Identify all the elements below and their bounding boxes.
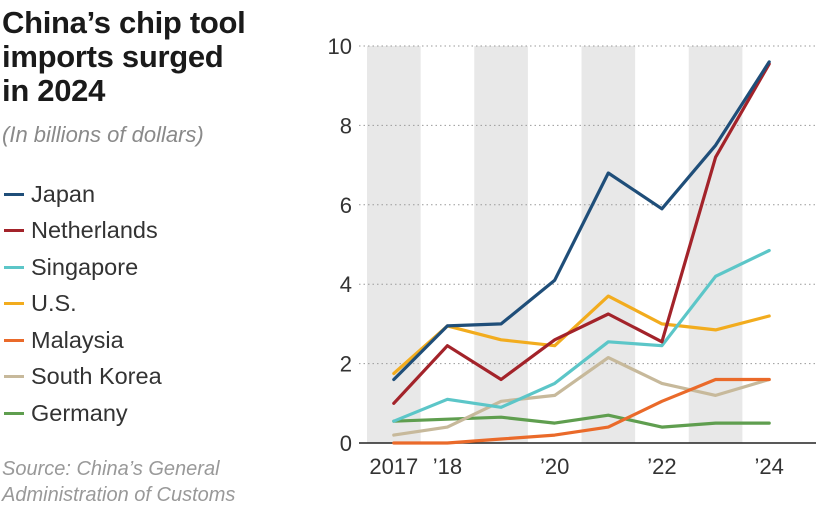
legend-label: Singapore bbox=[31, 253, 139, 280]
legend-item: South Korea bbox=[4, 359, 162, 396]
y-tick-label: 6 bbox=[340, 193, 352, 218]
series-line bbox=[392, 377, 771, 445]
series-line bbox=[392, 248, 771, 423]
y-tick-label: 2 bbox=[340, 352, 352, 377]
shaded-band bbox=[688, 46, 743, 443]
y-tick-label: 8 bbox=[340, 113, 352, 138]
legend-swatch bbox=[4, 338, 24, 342]
legend-swatch bbox=[4, 192, 24, 196]
legend-swatch bbox=[4, 375, 24, 379]
title-line: China’s chip tool bbox=[2, 5, 246, 40]
legend-label: Germany bbox=[31, 399, 128, 426]
shaded-band bbox=[474, 46, 528, 443]
series-line bbox=[392, 60, 771, 382]
x-tick-label: ’22 bbox=[647, 454, 676, 479]
shaded-band bbox=[581, 46, 636, 443]
chart-title: China’s chip tool imports surged in 2024 bbox=[2, 6, 302, 108]
y-tick-label: 4 bbox=[340, 272, 352, 297]
legend-label: Netherlands bbox=[31, 217, 158, 244]
legend-label: Malaysia bbox=[31, 326, 124, 353]
shaded-band bbox=[367, 46, 421, 443]
legend: Japan Netherlands Singapore U.S. Malaysi… bbox=[4, 176, 162, 432]
title-line: imports surged bbox=[2, 39, 224, 74]
series-line bbox=[392, 413, 771, 429]
series-line bbox=[392, 62, 771, 405]
y-tick-label: 0 bbox=[340, 431, 352, 456]
legend-swatch bbox=[4, 302, 24, 306]
x-tick-label: ’24 bbox=[755, 454, 784, 479]
legend-item: Japan bbox=[4, 176, 162, 213]
y-tick-label: 10 bbox=[328, 34, 352, 59]
legend-swatch bbox=[4, 229, 24, 233]
legend-swatch bbox=[4, 411, 24, 415]
chart-subtitle: (In billions of dollars) bbox=[2, 122, 204, 147]
title-line: in 2024 bbox=[2, 73, 106, 108]
series-line bbox=[392, 294, 771, 376]
source-line: Source: China’s General bbox=[2, 458, 220, 480]
legend-item: U.S. bbox=[4, 286, 162, 323]
x-tick-label: 2017 bbox=[369, 454, 418, 479]
source-line: Administration of Customs bbox=[2, 484, 236, 506]
legend-swatch bbox=[4, 265, 24, 269]
legend-label: Japan bbox=[31, 180, 96, 207]
legend-item: Germany bbox=[4, 395, 162, 432]
legend-item: Singapore bbox=[4, 249, 162, 286]
series-line bbox=[392, 356, 771, 437]
x-tick-label: ’20 bbox=[540, 454, 569, 479]
legend-label: South Korea bbox=[31, 363, 162, 390]
legend-label: U.S. bbox=[31, 290, 77, 317]
legend-item: Netherlands bbox=[4, 213, 162, 250]
x-tick-label: ’18 bbox=[433, 454, 462, 479]
source-note: Source: China’s General Administration o… bbox=[2, 456, 235, 508]
legend-item: Malaysia bbox=[4, 322, 162, 359]
